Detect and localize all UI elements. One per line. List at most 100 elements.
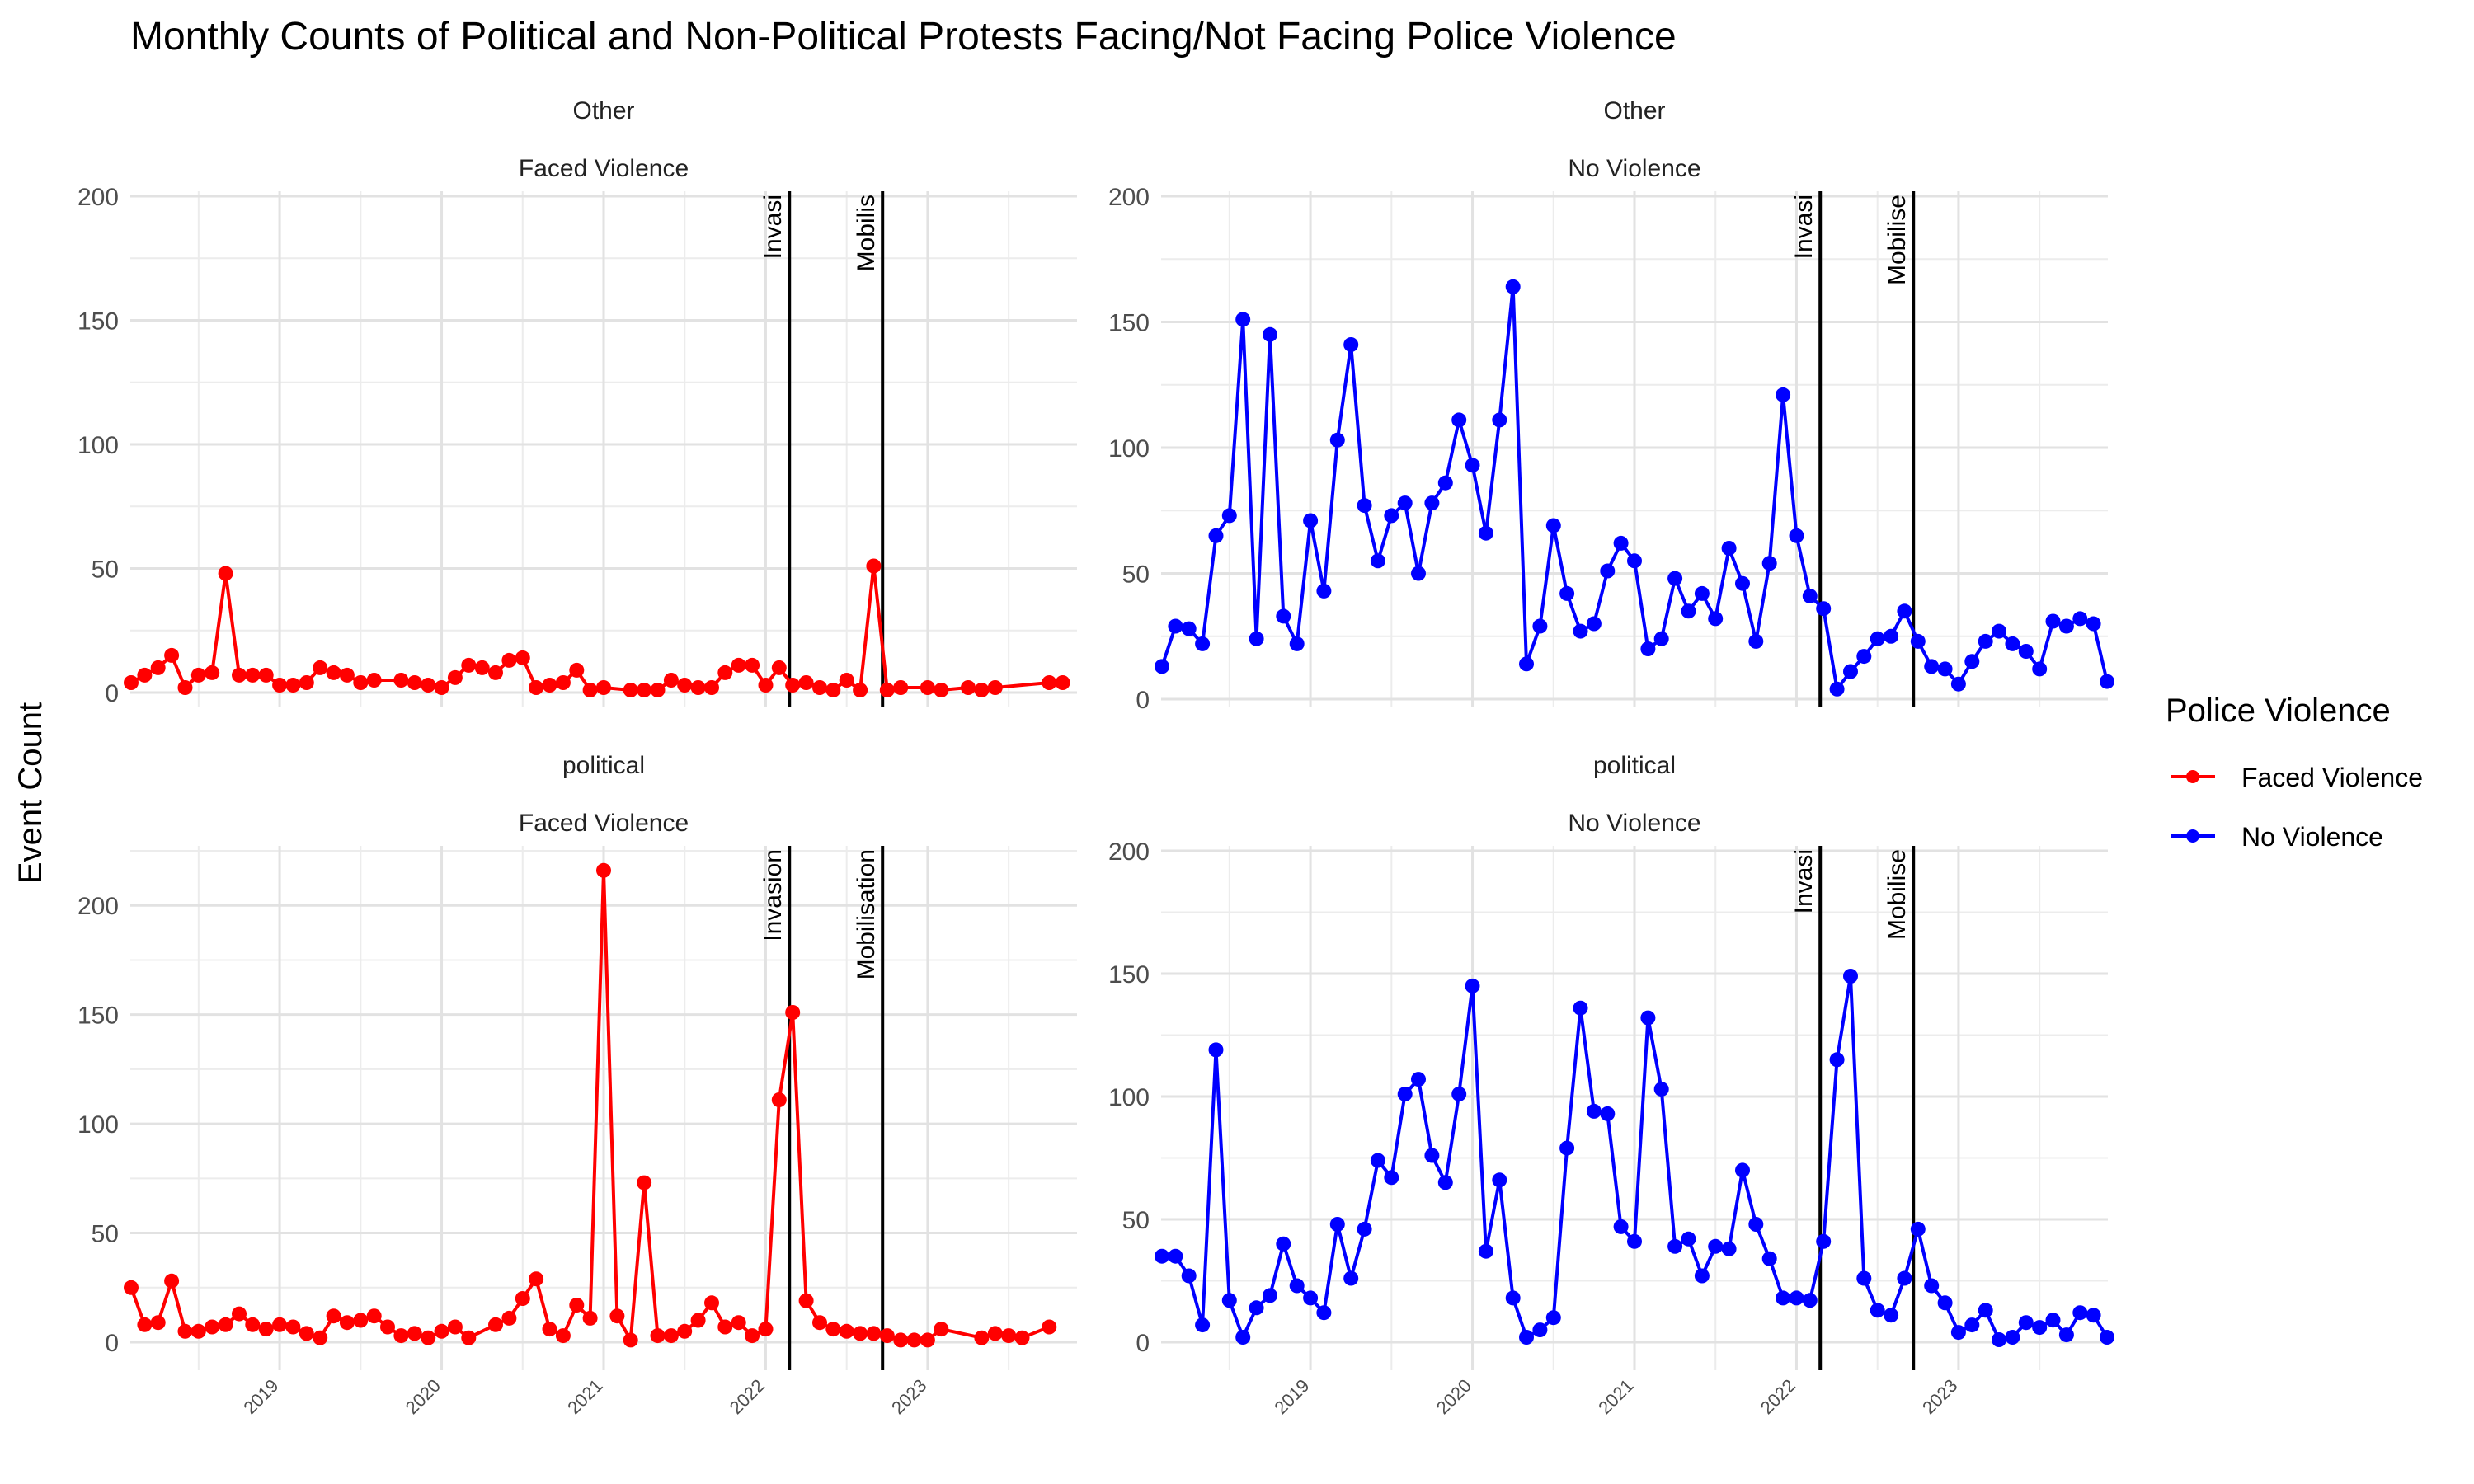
panel-3-data-point xyxy=(137,1317,153,1332)
panel-1-ref-label-mobilisation: Mobilis xyxy=(853,195,880,271)
panel-3-y-tick-label: 200 xyxy=(78,893,119,920)
panel-1-data-point xyxy=(232,667,247,683)
panel-1-data-point xyxy=(623,683,638,697)
panel-4-y-tick-label: 150 xyxy=(1108,961,1150,989)
panel-4-data-point xyxy=(1613,1219,1629,1234)
panel-2-data-point xyxy=(1249,631,1264,646)
panel-1-data-point xyxy=(137,667,153,683)
panel-4-data-point xyxy=(1505,1290,1521,1306)
panel-1-data-point xyxy=(745,657,760,673)
panel-4-data-point xyxy=(1789,1290,1804,1306)
panel-1-data-point xyxy=(663,673,679,688)
panel-1-data-point xyxy=(934,683,949,697)
panel-4-data-point xyxy=(1910,1221,1926,1237)
panel-4-political-no-violence: political No Violence 0 50 100 150 200 2019 2020… xyxy=(1108,752,2114,1418)
x-tick-label-2021: 2021 xyxy=(563,1375,606,1418)
panel-2-data-point xyxy=(1681,603,1696,619)
panel-3-data-point xyxy=(339,1315,355,1331)
panel-1-data-point xyxy=(299,675,314,690)
x-tick-label-2020: 2020 xyxy=(402,1375,444,1418)
panel-3-data-point xyxy=(164,1273,180,1289)
panel-4-data-point xyxy=(1586,1103,1602,1119)
legend: Police Violence Faced Violence No Violen… xyxy=(2166,693,2423,852)
panel-2-data-point xyxy=(1289,636,1305,651)
panel-1-data-point xyxy=(650,683,666,697)
panel-4-data-point xyxy=(1897,1270,1912,1286)
panel-3-y-tick-label: 100 xyxy=(78,1111,119,1139)
legend-label-no: No Violence xyxy=(2241,822,2383,852)
legend-label-faced: Faced Violence xyxy=(2241,763,2423,792)
panel-3-data-point xyxy=(393,1328,409,1344)
panel-3-data-point xyxy=(663,1328,679,1344)
panel-4-data-point xyxy=(1303,1290,1319,1306)
panel-1-col-strip: Faced Violence xyxy=(519,155,689,182)
panel-4-data-point xyxy=(1950,1325,1966,1341)
panel-4-y-tick-label: 0 xyxy=(1136,1330,1150,1357)
panel-3-ref-label-invasion: Invasion xyxy=(760,849,787,942)
panel-3-data-point xyxy=(745,1328,760,1344)
panel-4-data-point xyxy=(1411,1072,1426,1087)
panel-2-data-point xyxy=(1964,654,1980,669)
panel-2-data-point xyxy=(1411,566,1426,581)
panel-3-data-point xyxy=(690,1313,706,1328)
panel-3-data-point xyxy=(124,1280,139,1295)
panel-4-data-point xyxy=(1802,1293,1818,1308)
panel-2-data-point xyxy=(2032,661,2048,677)
panel-4-data-point xyxy=(1573,1000,1588,1016)
panel-2-data-point xyxy=(1181,621,1197,636)
panel-2-data-point xyxy=(1694,585,1710,601)
panel-1-data-point xyxy=(366,673,382,688)
panel-2-data-point xyxy=(1478,525,1493,541)
legend-title: Police Violence xyxy=(2166,693,2391,729)
panel-2-data-point xyxy=(1870,631,1885,646)
panel-2-y-tick-label: 100 xyxy=(1108,435,1150,463)
panel-1-data-point xyxy=(218,566,233,581)
panel-2-data-point xyxy=(1329,432,1345,448)
panel-2-data-point xyxy=(1776,387,1791,402)
panel-3-data-point xyxy=(326,1308,341,1324)
panel-4-row-strip: political xyxy=(1593,752,1676,779)
panel-1-data-point xyxy=(555,675,571,690)
panel-3-data-point xyxy=(853,1326,868,1341)
panel-2-data-point xyxy=(1263,326,1277,342)
panel-4-data-point xyxy=(2086,1308,2101,1323)
panel-3-data-point xyxy=(623,1332,638,1348)
panel-2-data-point xyxy=(1559,585,1575,601)
panel-3-data-point xyxy=(488,1317,503,1332)
panel-2-y-tick-label: 150 xyxy=(1108,310,1150,337)
legend-item-no-violence: No Violence xyxy=(2171,822,2383,852)
panel-3-data-point xyxy=(232,1306,247,1322)
panel-4-data-point xyxy=(1221,1293,1237,1308)
panel-4-data-point xyxy=(1870,1303,1885,1318)
panel-3-data-point xyxy=(596,862,611,878)
panel-4-data-point xyxy=(1249,1300,1264,1316)
panel-2-data-point xyxy=(1303,513,1319,528)
panel-3-data-point xyxy=(313,1330,328,1345)
panel-1-data-point xyxy=(515,650,530,665)
panel-2-data-point xyxy=(1910,633,1926,649)
panel-1-row-strip: Other xyxy=(572,97,634,124)
panel-1-data-point xyxy=(785,678,801,693)
panel-4-data-point xyxy=(1195,1317,1211,1333)
panel-1-data-point xyxy=(825,683,841,697)
panel-4-y-tick-label: 200 xyxy=(1108,838,1150,866)
panel-2-data-point xyxy=(1721,541,1737,556)
panel-1-data-point xyxy=(717,665,733,680)
panel-1-data-point xyxy=(461,657,477,673)
panel-2-data-point xyxy=(1235,312,1251,327)
panel-4-data-point xyxy=(1924,1278,1940,1294)
panel-4-data-point xyxy=(1694,1268,1710,1284)
panel-1-data-point xyxy=(1055,675,1070,690)
panel-1-data-point xyxy=(879,683,895,697)
panel-1-y-tick-label: 50 xyxy=(92,556,119,584)
panel-3-data-point xyxy=(771,1092,787,1107)
panel-3-data-point xyxy=(515,1291,530,1306)
panel-4-data-point xyxy=(1276,1236,1291,1252)
panel-1-data-point xyxy=(421,678,436,693)
x-tick-label-2019: 2019 xyxy=(1270,1375,1313,1418)
panel-4-data-point xyxy=(1856,1270,1872,1286)
panel-4-data-point xyxy=(1437,1175,1453,1190)
x-tick-label-2022: 2022 xyxy=(726,1375,769,1418)
panel-3-data-point xyxy=(609,1308,625,1324)
